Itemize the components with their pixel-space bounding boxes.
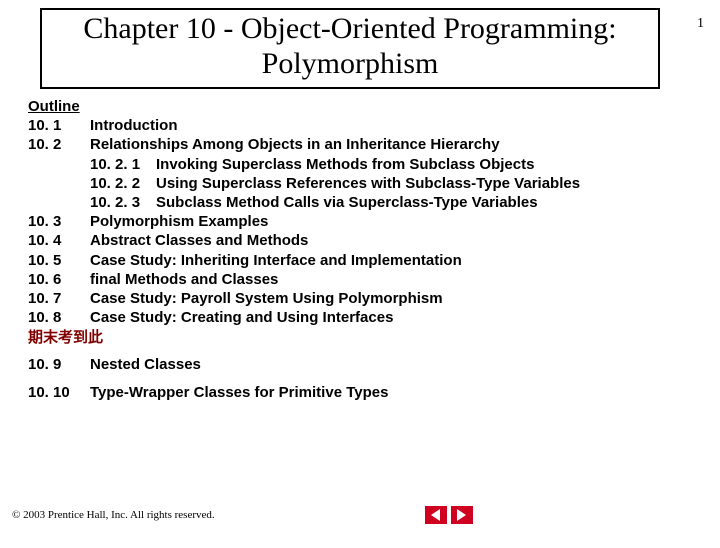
prev-button[interactable]	[425, 506, 447, 524]
outline-row: 10. 1 Introduction	[28, 116, 680, 135]
outline-row: 10. 10 Type-Wrapper Classes for Primitiv…	[28, 383, 680, 402]
arrow-left-icon	[431, 509, 440, 521]
exam-note: 期末考到此	[28, 328, 680, 347]
outline-row: 10. 3 Polymorphism Examples	[28, 212, 680, 231]
section-title: Using Superclass References with Subclas…	[156, 174, 680, 193]
section-number: 10. 5	[28, 251, 90, 270]
arrow-right-icon	[457, 509, 466, 521]
title-box: Chapter 10 - Object-Oriented Programming…	[40, 8, 660, 89]
footer: © 2003 Prentice Hall, Inc. All rights re…	[12, 506, 708, 524]
outline-row: 10. 8 Case Study: Creating and Using Int…	[28, 308, 680, 327]
outline-row: 10. 2. 1 Invoking Superclass Methods fro…	[28, 155, 680, 174]
outline-heading: Outline	[28, 97, 680, 116]
outline: Outline 10. 1 Introduction 10. 2 Relatio…	[28, 97, 680, 402]
next-button[interactable]	[451, 506, 473, 524]
outline-row: 10. 2. 2 Using Superclass References wit…	[28, 174, 680, 193]
subsection-number: 10. 2. 2	[90, 174, 156, 193]
section-title: Subclass Method Calls via Superclass-Typ…	[156, 193, 680, 212]
section-title: final Methods and Classes	[90, 270, 680, 289]
page-number: 1	[697, 16, 704, 32]
section-title: Introduction	[90, 116, 680, 135]
outline-row: 10. 7 Case Study: Payroll System Using P…	[28, 289, 680, 308]
outline-row: 10. 5 Case Study: Inheriting Interface a…	[28, 251, 680, 270]
section-number	[28, 193, 90, 212]
subsection-number: 10. 2. 3	[90, 193, 156, 212]
section-number: 10. 6	[28, 270, 90, 289]
outline-row: 10. 2 Relationships Among Objects in an …	[28, 135, 680, 154]
outline-row: 10. 2. 3 Subclass Method Calls via Super…	[28, 193, 680, 212]
section-title: Relationships Among Objects in an Inheri…	[90, 135, 680, 154]
section-title: Case Study: Creating and Using Interface…	[90, 308, 680, 327]
section-number: 10. 3	[28, 212, 90, 231]
section-title: Polymorphism Examples	[90, 212, 680, 231]
page-title: Chapter 10 - Object-Oriented Programming…	[50, 12, 650, 81]
section-number: 10. 10	[28, 383, 90, 402]
section-title: Invoking Superclass Methods from Subclas…	[156, 155, 680, 174]
section-title: Nested Classes	[90, 355, 680, 374]
section-number	[28, 155, 90, 174]
outline-row: 10. 9 Nested Classes	[28, 355, 680, 374]
section-number: 10. 1	[28, 116, 90, 135]
outline-row: 10. 4 Abstract Classes and Methods	[28, 231, 680, 250]
section-title: Abstract Classes and Methods	[90, 231, 680, 250]
nav-buttons	[425, 506, 473, 524]
section-number: 10. 7	[28, 289, 90, 308]
outline-row: 10. 6 final Methods and Classes	[28, 270, 680, 289]
section-number: 10. 9	[28, 355, 90, 374]
section-number	[28, 174, 90, 193]
copyright-text: © 2003 Prentice Hall, Inc. All rights re…	[12, 509, 215, 521]
section-title: Case Study: Payroll System Using Polymor…	[90, 289, 680, 308]
section-number: 10. 4	[28, 231, 90, 250]
section-title: Type-Wrapper Classes for Primitive Types	[90, 383, 680, 402]
section-title: Case Study: Inheriting Interface and Imp…	[90, 251, 680, 270]
subsection-number: 10. 2. 1	[90, 155, 156, 174]
section-number: 10. 8	[28, 308, 90, 327]
section-number: 10. 2	[28, 135, 90, 154]
